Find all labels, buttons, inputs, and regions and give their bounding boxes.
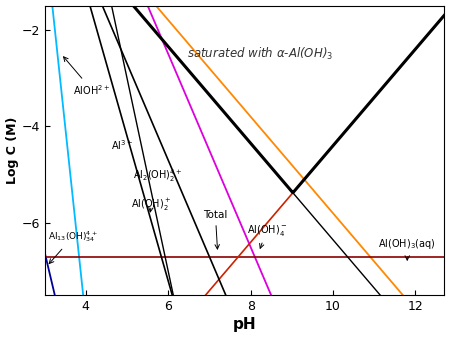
- Text: Al$^{3+}$: Al$^{3+}$: [111, 139, 132, 152]
- Text: Al$_2$(OH)$_2^{4+}$: Al$_2$(OH)$_2^{4+}$: [133, 168, 183, 185]
- Text: Al(OH)$_4^-$: Al(OH)$_4^-$: [247, 223, 287, 248]
- X-axis label: pH: pH: [233, 317, 256, 333]
- Text: Al$_{13}$(OH)$_{34}^{4+}$: Al$_{13}$(OH)$_{34}^{4+}$: [48, 230, 98, 264]
- Text: AlOH$^{2+}$: AlOH$^{2+}$: [63, 57, 110, 97]
- Text: Total: Total: [203, 210, 228, 249]
- Text: Al(OH)$_2^+$: Al(OH)$_2^+$: [131, 197, 171, 214]
- Text: Al(OH)$_3$(aq): Al(OH)$_3$(aq): [378, 237, 436, 260]
- Text: saturated with $\alpha$-Al(OH)$_3$: saturated with $\alpha$-Al(OH)$_3$: [187, 46, 333, 62]
- Y-axis label: Log C (M): Log C (M): [5, 117, 18, 184]
